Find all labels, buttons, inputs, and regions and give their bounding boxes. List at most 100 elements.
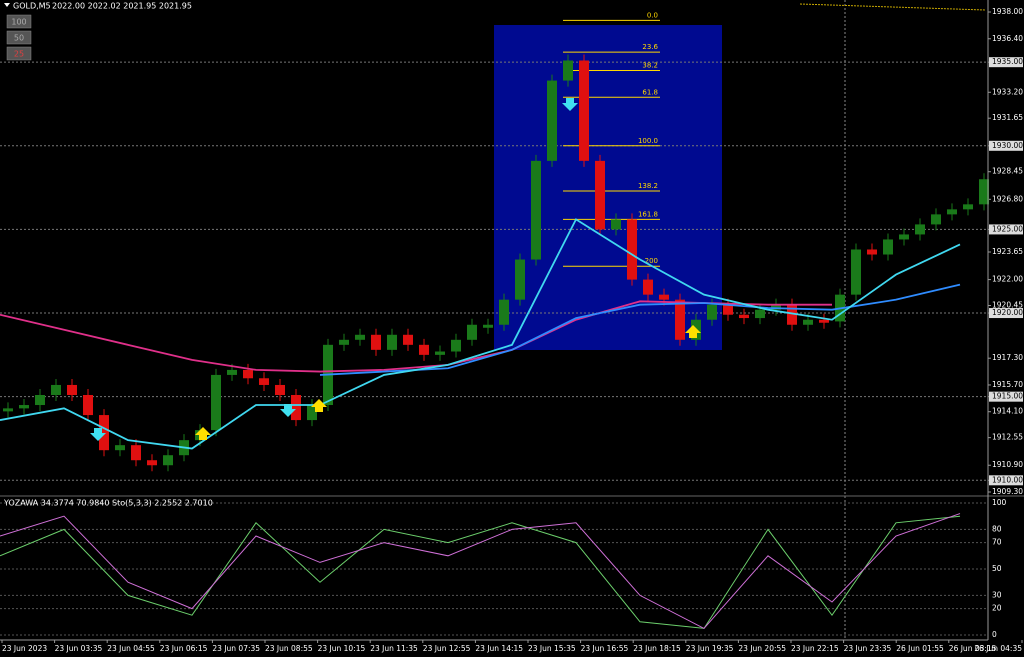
candle (307, 405, 317, 421)
indicator-tick-label: 50 (992, 564, 1002, 573)
candle (739, 314, 749, 319)
candle (531, 160, 541, 260)
level-badge (989, 57, 1023, 68)
y-tick-label: 1914.10 (992, 407, 1023, 416)
candle (819, 319, 829, 323)
x-tick-label: 23 Jun 11:35 (370, 644, 418, 653)
indicator-tick-label: 0 (992, 630, 997, 639)
level-badge (989, 308, 1023, 319)
candle (627, 219, 637, 280)
indicator-label: YOZAWA 34.3774 70.9840 Sto(5,3,3) 2.2552… (3, 499, 213, 508)
button-label[interactable]: 100 (11, 18, 26, 27)
indicator-tick-label: 70 (992, 538, 1002, 547)
candle (483, 324, 493, 328)
candle (467, 324, 477, 340)
buy-arrow (685, 325, 701, 338)
indicator-tick-label: 100 (992, 498, 1007, 507)
fib-box (494, 25, 722, 350)
candle (371, 334, 381, 350)
y-tick-label: 1933.20 (992, 87, 1023, 96)
candle (403, 334, 413, 345)
fib-label: 23.6 (642, 43, 658, 51)
candle (19, 405, 29, 409)
x-tick-label: 23 Jun 14:15 (475, 644, 523, 653)
x-tick-label: 23 Jun 03:35 (55, 644, 103, 653)
candle (707, 304, 717, 320)
candle (227, 369, 237, 375)
candle (547, 80, 557, 161)
candle (451, 339, 461, 352)
button-label[interactable]: 50 (14, 34, 24, 43)
fib-label: 100.0 (638, 137, 658, 145)
candle (867, 249, 877, 255)
candle (243, 369, 253, 379)
candle (563, 60, 573, 81)
x-tick-label: 23 Jun 18:15 (633, 644, 681, 653)
candle (787, 304, 797, 325)
candle (979, 179, 989, 205)
candle (35, 394, 45, 406)
y-tick-label: 1910.90 (992, 460, 1023, 469)
candle (115, 445, 125, 451)
candle (259, 378, 269, 385)
candle (419, 344, 429, 355)
y-tick-label: 1920.00 (992, 308, 1023, 317)
candle (611, 219, 621, 230)
y-tick-label: 1925.00 (992, 224, 1023, 233)
candle (915, 224, 925, 235)
candle (723, 304, 733, 315)
x-tick-label: 23 Jun 10:15 (318, 644, 366, 653)
moving-average (0, 218, 961, 450)
candle (339, 339, 349, 345)
x-tick-label: 26 Jun 04:35 (974, 644, 1022, 653)
y-tick-label: 1915.00 (992, 392, 1023, 401)
candle (595, 160, 605, 230)
y-tick-label: 1923.65 (992, 247, 1023, 256)
candle (499, 299, 509, 325)
x-tick-label: 23 Jun 04:55 (107, 644, 155, 653)
fib-label: 61.8 (642, 88, 658, 96)
x-tick-label: 23 Jun 15:35 (528, 644, 576, 653)
y-tick-label: 1931.65 (992, 113, 1023, 122)
button-label[interactable]: 25 (14, 50, 24, 59)
candle (83, 394, 93, 416)
button[interactable] (6, 14, 32, 29)
candle (771, 304, 781, 310)
ohlc: 2022.00 2022.02 2021.95 2021.95 (52, 2, 192, 11)
candle (387, 334, 397, 350)
candle (435, 351, 445, 355)
candle (659, 294, 669, 300)
candle (51, 384, 61, 395)
y-tick-label: 1936.40 (992, 34, 1023, 43)
y-tick-label: 1930.00 (992, 141, 1023, 150)
x-tick-label: 23 Jun 20:55 (738, 644, 786, 653)
button[interactable] (6, 30, 32, 45)
menu-triangle[interactable] (4, 3, 10, 7)
candle (275, 384, 285, 395)
sell-arrow (562, 98, 578, 111)
candle (851, 249, 861, 295)
button[interactable] (6, 46, 32, 61)
y-tick-label: 1922.00 (992, 275, 1023, 284)
level-badge (989, 140, 1023, 151)
candle (131, 445, 141, 461)
candle (163, 455, 173, 466)
candle (675, 299, 685, 340)
y-tick-label: 1915.70 (992, 380, 1023, 389)
indicator-tick-label: 30 (992, 590, 1002, 599)
x-tick-label: 23 Jun 16:55 (581, 644, 629, 653)
fib-label: 161.8 (638, 210, 658, 218)
candle (355, 334, 365, 340)
candle (3, 408, 13, 412)
y-tick-label: 1917.30 (992, 353, 1023, 362)
indicator-tick-label: 80 (992, 524, 1002, 533)
buy-arrow (195, 427, 211, 440)
candle (931, 214, 941, 225)
x-tick-label: 23 Jun 2023 (2, 644, 47, 653)
moving-average (319, 283, 961, 376)
y-tick-label: 1920.45 (992, 301, 1023, 310)
fib-label: 38.2 (642, 62, 658, 70)
candle (947, 209, 957, 215)
x-tick-label: 23 Jun 22:15 (791, 644, 839, 653)
